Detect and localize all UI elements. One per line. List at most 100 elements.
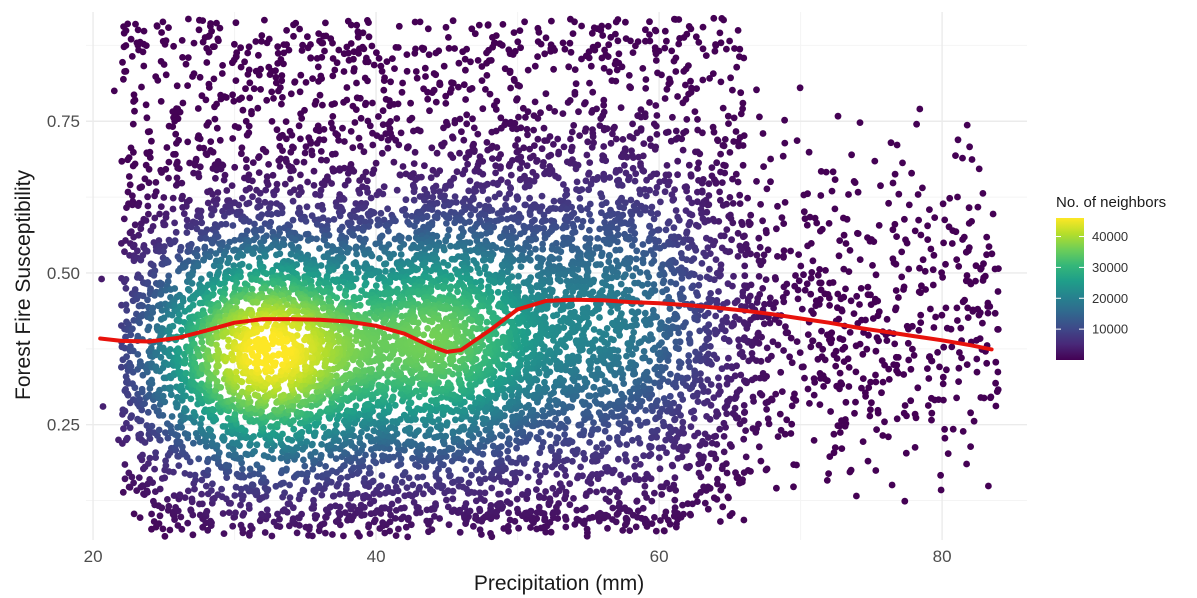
data-point	[719, 503, 727, 511]
data-point	[736, 53, 743, 60]
data-point	[297, 171, 304, 179]
data-point	[149, 309, 157, 316]
data-point	[667, 370, 674, 378]
data-point	[336, 226, 344, 234]
data-point	[648, 428, 656, 435]
data-point	[699, 76, 707, 84]
data-point	[142, 42, 150, 49]
data-point	[741, 262, 749, 270]
data-point	[262, 148, 270, 156]
data-point	[621, 451, 629, 458]
data-point	[449, 79, 457, 87]
data-point	[853, 292, 861, 300]
data-point	[350, 167, 358, 175]
data-point	[698, 345, 706, 353]
data-point	[427, 174, 435, 182]
data-point	[812, 302, 820, 310]
data-point	[574, 266, 582, 273]
data-point	[872, 271, 880, 279]
data-point	[807, 290, 815, 298]
data-point	[474, 57, 482, 64]
data-point	[904, 339, 912, 347]
data-point	[161, 532, 169, 540]
data-point	[657, 483, 665, 491]
data-point	[455, 83, 462, 91]
data-point	[559, 241, 567, 249]
data-point	[128, 412, 136, 420]
data-point	[445, 521, 453, 529]
data-point	[607, 33, 615, 41]
data-point	[651, 489, 658, 497]
data-point	[917, 311, 925, 319]
data-point	[800, 208, 808, 216]
data-point	[675, 40, 683, 48]
data-point	[157, 203, 165, 211]
data-point	[322, 19, 329, 27]
data-point	[561, 431, 568, 438]
data-point	[432, 500, 439, 508]
data-point	[872, 378, 880, 386]
data-point	[588, 109, 596, 116]
data-point	[658, 71, 665, 79]
data-point	[736, 191, 744, 199]
data-point	[476, 489, 484, 497]
data-point	[216, 136, 224, 144]
data-point	[150, 497, 157, 505]
data-point	[779, 294, 787, 301]
data-point	[295, 122, 303, 130]
data-point	[505, 435, 513, 443]
data-point	[636, 461, 644, 468]
data-point	[604, 53, 612, 60]
data-point	[578, 22, 585, 30]
data-point	[720, 419, 728, 427]
data-point	[661, 44, 669, 52]
data-point	[433, 170, 441, 178]
data-point	[300, 158, 308, 166]
data-point	[766, 319, 774, 327]
data-point	[208, 211, 215, 219]
data-point	[864, 283, 872, 291]
data-point	[685, 221, 693, 229]
data-point	[442, 92, 450, 100]
data-point	[731, 313, 739, 321]
data-point	[889, 179, 897, 187]
data-point	[459, 48, 467, 56]
data-point	[712, 42, 720, 49]
data-point	[766, 294, 774, 302]
data-point	[942, 260, 949, 268]
data-point	[796, 84, 804, 92]
data-point	[354, 529, 361, 537]
data-point	[587, 62, 595, 70]
data-point	[213, 19, 220, 27]
data-point	[628, 211, 636, 219]
data-point	[665, 80, 673, 88]
data-point	[209, 148, 217, 156]
data-point	[418, 441, 425, 449]
data-point	[156, 512, 164, 520]
data-point	[404, 438, 412, 446]
data-point	[734, 27, 742, 34]
data-point	[718, 322, 725, 330]
data-point	[559, 224, 567, 232]
data-point	[725, 212, 733, 220]
data-point	[219, 62, 227, 69]
data-point	[557, 205, 565, 213]
data-point	[615, 181, 622, 189]
data-point	[717, 232, 725, 240]
data-point	[122, 237, 129, 244]
data-point	[780, 220, 788, 228]
data-point	[298, 510, 305, 518]
data-point	[688, 408, 695, 416]
data-point	[165, 24, 172, 31]
data-point	[178, 179, 186, 187]
data-point	[386, 97, 393, 104]
data-point	[739, 99, 747, 107]
data-point	[162, 71, 170, 79]
data-point	[274, 510, 281, 518]
data-point	[928, 416, 935, 424]
data-point	[687, 423, 695, 431]
data-point	[436, 448, 444, 456]
data-point	[176, 108, 184, 116]
data-point	[336, 167, 344, 174]
data-point	[464, 160, 471, 168]
